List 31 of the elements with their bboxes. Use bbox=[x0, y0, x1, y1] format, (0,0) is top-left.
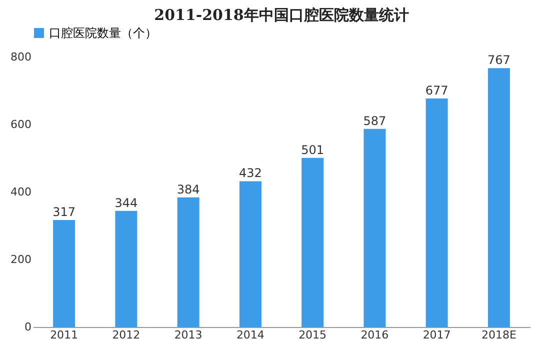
data-label: 432 bbox=[238, 166, 262, 180]
data-label: 344 bbox=[114, 196, 138, 210]
y-tick-label: 600 bbox=[10, 118, 32, 131]
chart-title: 2011-2018年中国口腔医院数量统计 bbox=[154, 6, 409, 24]
x-tick-label: 2018E bbox=[481, 328, 516, 342]
bar bbox=[177, 197, 200, 327]
bar bbox=[239, 181, 262, 327]
data-label: 501 bbox=[301, 142, 324, 157]
y-tick-label: 400 bbox=[10, 186, 32, 198]
bar bbox=[302, 158, 324, 327]
x-tick-label: 2011 bbox=[50, 328, 78, 342]
bar bbox=[115, 210, 138, 327]
bar bbox=[488, 68, 510, 327]
x-tick-label: 2014 bbox=[236, 328, 264, 342]
bar bbox=[53, 220, 76, 327]
x-tick-label: 2013 bbox=[174, 328, 202, 342]
y-tick-label: 0 bbox=[24, 320, 32, 334]
data-label: 587 bbox=[363, 114, 386, 128]
bar bbox=[364, 128, 386, 327]
x-tick-label: 2016 bbox=[360, 328, 389, 342]
y-tick-label: 800 bbox=[10, 50, 32, 64]
y-tick-label: 200 bbox=[10, 253, 32, 266]
x-tick-label: 2015 bbox=[298, 328, 327, 342]
legend-label: 口腔医院数量（个） bbox=[49, 26, 157, 40]
data-label: 767 bbox=[487, 53, 510, 68]
x-tick-label: 2012 bbox=[112, 328, 140, 342]
data-label: 317 bbox=[52, 205, 76, 220]
bar bbox=[426, 98, 448, 327]
x-tick-label: 2017 bbox=[422, 328, 451, 342]
data-label: 677 bbox=[425, 84, 448, 98]
data-label: 384 bbox=[176, 182, 200, 196]
